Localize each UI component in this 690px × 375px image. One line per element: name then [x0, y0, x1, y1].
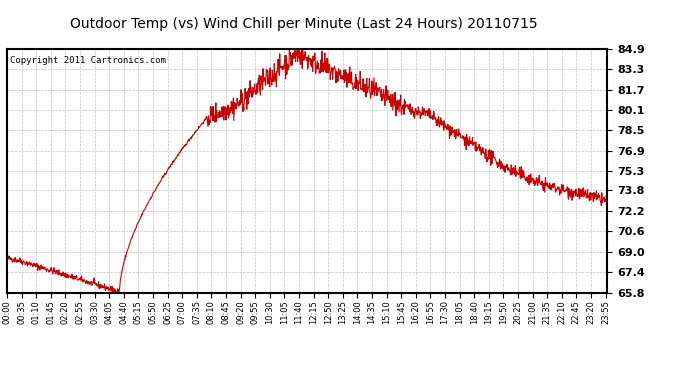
Text: Copyright 2011 Cartronics.com: Copyright 2011 Cartronics.com	[10, 56, 166, 65]
Text: Outdoor Temp (vs) Wind Chill per Minute (Last 24 Hours) 20110715: Outdoor Temp (vs) Wind Chill per Minute …	[70, 17, 538, 31]
